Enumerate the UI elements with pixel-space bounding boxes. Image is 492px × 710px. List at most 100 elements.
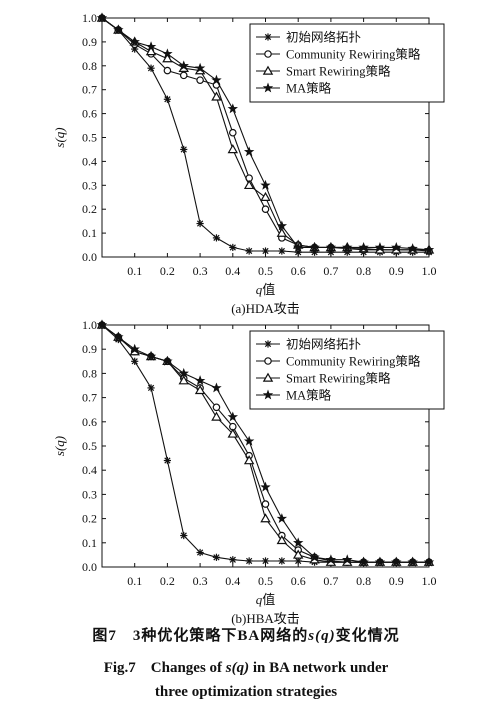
x-tick-label: 1.0	[422, 264, 437, 278]
caption-en-prefix: Fig.7 Changes of	[103, 660, 226, 676]
data-point-star	[374, 241, 386, 252]
x-tick-label: 0.8	[356, 264, 371, 278]
data-point-asterisk	[261, 557, 270, 565]
data-point-star	[423, 556, 435, 567]
x-axis-suffix: 值	[262, 282, 275, 297]
x-tick-label: 0.2	[160, 264, 175, 278]
data-point-star	[243, 146, 255, 157]
chart-b-hba-attack: 0.0 0.1 0.2 0.3 0.4 0.5 0.6 0.7 0.8 0.9 1.0 0.1 0.2 0…	[52, 318, 445, 626]
data-point-asterisk	[261, 247, 270, 255]
legend-marker-asterisk	[264, 340, 272, 348]
y-tick-label: 0.2	[82, 512, 97, 526]
legend-marker-star	[262, 82, 274, 93]
data-point-star	[178, 367, 189, 378]
data-point-star	[423, 244, 435, 255]
x-tick-label: 0.1	[127, 574, 142, 588]
data-point-star	[374, 556, 386, 567]
legend-marker-asterisk	[264, 33, 272, 41]
y-tick-label: 0.3	[82, 487, 97, 501]
data-point-circle	[179, 71, 188, 80]
data-point-asterisk	[196, 548, 204, 557]
legend-marker-triangle	[262, 372, 274, 382]
x-tick-label: 0.2	[160, 574, 175, 588]
legend-label: MA策略	[286, 388, 332, 403]
data-point-asterisk	[163, 456, 171, 465]
data-point-star	[293, 241, 304, 252]
data-point-star	[96, 319, 108, 330]
subcaption: (a)HDA攻击	[231, 301, 300, 316]
x-tick-label: 0.4	[225, 574, 240, 588]
data-point-circle	[212, 403, 221, 412]
x-tick-label: 0.9	[389, 264, 404, 278]
legend-label: MA策略	[286, 81, 332, 96]
legend-marker-star	[262, 389, 274, 400]
y-tick-label: 0.8	[82, 59, 97, 73]
data-point-asterisk	[278, 557, 286, 565]
data-point-star	[309, 241, 320, 252]
data-point-star	[113, 331, 124, 342]
data-point-triangle	[260, 513, 271, 523]
data-point-triangle	[145, 46, 157, 56]
data-point-circle	[163, 66, 172, 75]
data-point-star	[358, 241, 369, 252]
x-tick-label: 0.7	[323, 574, 338, 588]
x-tick-label: 0.9	[389, 574, 404, 588]
y-tick-label: 0.7	[82, 83, 97, 97]
y-axis-label: s(q)	[52, 436, 67, 456]
data-point-star	[178, 60, 189, 71]
data-point-asterisk	[196, 219, 204, 228]
x-tick-label: 0.8	[356, 574, 371, 588]
x-tick-label: 0.6	[291, 264, 306, 278]
data-point-star	[276, 513, 288, 524]
data-point-star	[358, 556, 369, 567]
data-point-star	[342, 241, 353, 252]
data-point-triangle	[260, 191, 271, 201]
data-point-circle	[229, 128, 237, 137]
y-tick-label: 0.5	[82, 131, 97, 145]
data-point-star	[325, 554, 337, 565]
x-tick-label: 0.5	[258, 264, 273, 278]
x-tick-label: 0.3	[193, 264, 208, 278]
legend-marker-triangle	[262, 65, 274, 75]
data-point-star	[293, 537, 304, 548]
y-tick-label: 0.0	[82, 560, 97, 574]
y-tick-label: 0.4	[82, 463, 97, 477]
data-point-star	[391, 556, 402, 567]
x-tick-label: 0.3	[193, 574, 208, 588]
chart-a-hda-attack: 0.0 0.1 0.2 0.3 0.4 0.5 0.6 0.7 0.8 0.9 1.0 0.1 0.2 0…	[52, 11, 445, 316]
caption-en-middle: in BA network under	[249, 660, 389, 676]
data-point-star	[309, 551, 320, 562]
data-point-star	[129, 343, 140, 354]
y-tick-label: 1.0	[82, 11, 97, 25]
legend-box	[249, 330, 445, 410]
y-tick-label: 0.9	[82, 35, 97, 49]
legend-marker-circle	[264, 50, 272, 58]
caption-cn-suffix: 变化情况	[335, 628, 400, 644]
data-point-triangle	[227, 428, 239, 438]
caption-en-variable: s(q)	[225, 660, 250, 676]
x-axis-label: q值	[256, 282, 276, 297]
x-axis-variable: q	[256, 592, 263, 607]
data-point-star	[211, 74, 222, 85]
data-point-star	[129, 36, 140, 47]
y-tick-label: 0.4	[82, 154, 97, 168]
y-tick-label: 0.0	[82, 250, 97, 264]
data-point-triangle	[276, 534, 288, 545]
subcaption: (b)HBA攻击	[231, 611, 300, 626]
data-point-star	[342, 554, 353, 565]
figure-caption-english-line2: three optimization strategies	[0, 684, 492, 701]
y-axis-label: s(q)	[52, 127, 67, 147]
data-point-star	[145, 350, 157, 361]
x-tick-label: 0.5	[258, 574, 273, 588]
legend-box	[249, 23, 445, 103]
data-point-asterisk	[245, 557, 253, 565]
data-point-star	[276, 220, 288, 231]
x-axis-suffix: 值	[262, 592, 275, 607]
y-tick-label: 0.9	[82, 342, 97, 356]
data-point-star	[391, 241, 402, 252]
legend-label: Community Rewiring策略	[286, 354, 421, 369]
data-point-asterisk	[147, 384, 155, 392]
legend-label: Smart Rewiring策略	[286, 64, 391, 79]
data-point-star	[162, 48, 173, 59]
